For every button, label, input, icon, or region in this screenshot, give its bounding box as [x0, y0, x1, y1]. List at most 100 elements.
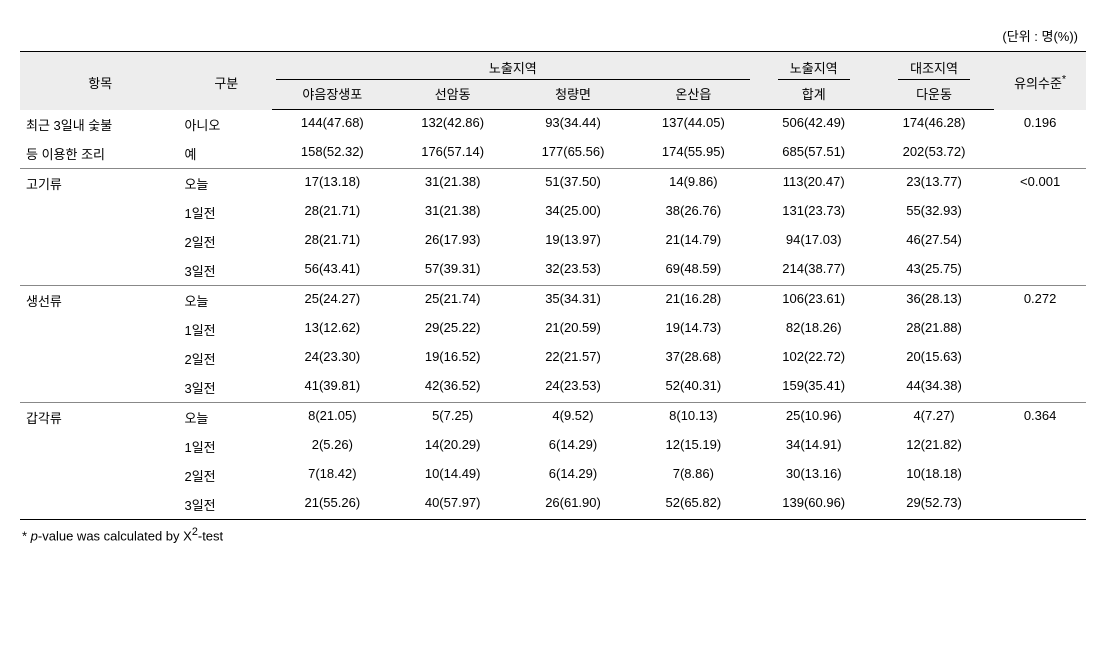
significance-cell [994, 490, 1086, 520]
value-cell: 28(21.88) [874, 315, 994, 344]
value-cell: 13(12.62) [272, 315, 392, 344]
value-cell: 34(14.91) [754, 432, 874, 461]
unit-caption: (단위 : 명(%)) [20, 20, 1086, 51]
table-header: 항목 구분 노출지역 노출지역 대조지역 유의수준* 야음장생포 선암동 청량면… [20, 52, 1086, 110]
row-group-label [20, 315, 180, 344]
data-table: 항목 구분 노출지역 노출지역 대조지역 유의수준* 야음장생포 선암동 청량면… [20, 51, 1086, 520]
row-group-label [20, 490, 180, 520]
value-cell: 174(46.28) [874, 110, 994, 139]
value-cell: 46(27.54) [874, 227, 994, 256]
value-cell: 94(17.03) [754, 227, 874, 256]
value-cell: 8(21.05) [272, 402, 392, 432]
value-cell: 19(13.97) [513, 227, 633, 256]
value-cell: 4(7.27) [874, 402, 994, 432]
row-sub-label: 1일전 [180, 315, 272, 344]
table-row: 3일전21(55.26)40(57.97)26(61.90)52(65.82)1… [20, 490, 1086, 520]
value-cell: 35(34.31) [513, 285, 633, 315]
significance-cell [994, 315, 1086, 344]
table-row: 1일전28(21.71)31(21.38)34(25.00)38(26.76)1… [20, 198, 1086, 227]
value-cell: 177(65.56) [513, 139, 633, 169]
table-row: 2일전24(23.30)19(16.52)22(21.57)37(28.68)1… [20, 344, 1086, 373]
significance-cell [994, 227, 1086, 256]
significance-cell [994, 198, 1086, 227]
table-row: 고기류오늘17(13.18)31(21.38)51(37.50)14(9.86)… [20, 168, 1086, 198]
value-cell: 25(24.27) [272, 285, 392, 315]
value-cell: 69(48.59) [633, 256, 753, 286]
significance-cell [994, 256, 1086, 286]
value-cell: 32(23.53) [513, 256, 633, 286]
value-cell: 22(21.57) [513, 344, 633, 373]
value-cell: 42(36.52) [393, 373, 513, 403]
value-cell: 34(25.00) [513, 198, 633, 227]
value-cell: 131(23.73) [754, 198, 874, 227]
row-group-label: 생선류 [20, 285, 180, 315]
row-group-label: 최근 3일내 숯불 [20, 110, 180, 139]
row-sub-label: 3일전 [180, 373, 272, 403]
table-body: 최근 3일내 숯불아니오144(47.68)132(42.86)93(34.44… [20, 110, 1086, 520]
value-cell: 106(23.61) [754, 285, 874, 315]
row-sub-label: 오늘 [180, 285, 272, 315]
value-cell: 7(8.86) [633, 461, 753, 490]
value-cell: 137(44.05) [633, 110, 753, 139]
significance-cell [994, 432, 1086, 461]
col-exposed-group: 노출지역 [272, 52, 753, 83]
value-cell: 202(53.72) [874, 139, 994, 169]
row-sub-label: 예 [180, 139, 272, 169]
significance-cell [994, 139, 1086, 169]
col-exposed-sub-2: 청량면 [513, 82, 633, 110]
value-cell: 214(38.77) [754, 256, 874, 286]
value-cell: 8(10.13) [633, 402, 753, 432]
row-group-label: 갑각류 [20, 402, 180, 432]
value-cell: 19(16.52) [393, 344, 513, 373]
value-cell: 29(52.73) [874, 490, 994, 520]
row-group-label [20, 461, 180, 490]
row-sub-label: 1일전 [180, 432, 272, 461]
table-row: 생선류오늘25(24.27)25(21.74)35(34.31)21(16.28… [20, 285, 1086, 315]
value-cell: 55(32.93) [874, 198, 994, 227]
value-cell: 41(39.81) [272, 373, 392, 403]
value-cell: 43(25.75) [874, 256, 994, 286]
value-cell: 2(5.26) [272, 432, 392, 461]
value-cell: 44(34.38) [874, 373, 994, 403]
value-cell: 14(9.86) [633, 168, 753, 198]
value-cell: 12(21.82) [874, 432, 994, 461]
col-control-top: 대조지역 [874, 52, 994, 83]
value-cell: 6(14.29) [513, 461, 633, 490]
value-cell: 144(47.68) [272, 110, 392, 139]
value-cell: 37(28.68) [633, 344, 753, 373]
value-cell: 29(25.22) [393, 315, 513, 344]
value-cell: 6(14.29) [513, 432, 633, 461]
value-cell: 52(40.31) [633, 373, 753, 403]
significance-cell: 0.364 [994, 402, 1086, 432]
value-cell: 21(20.59) [513, 315, 633, 344]
col-gubun: 구분 [180, 52, 272, 110]
footnote: * p-value was calculated by X2-test [20, 520, 1086, 549]
value-cell: 26(61.90) [513, 490, 633, 520]
significance-cell: 0.272 [994, 285, 1086, 315]
row-group-label [20, 256, 180, 286]
row-group-label: 등 이용한 조리 [20, 139, 180, 169]
value-cell: 139(60.96) [754, 490, 874, 520]
row-group-label [20, 227, 180, 256]
col-control-sub: 다운동 [874, 82, 994, 110]
row-sub-label: 2일전 [180, 461, 272, 490]
row-group-label [20, 198, 180, 227]
value-cell: 24(23.30) [272, 344, 392, 373]
significance-cell: <0.001 [994, 168, 1086, 198]
value-cell: 24(23.53) [513, 373, 633, 403]
value-cell: 56(43.41) [272, 256, 392, 286]
table-row: 최근 3일내 숯불아니오144(47.68)132(42.86)93(34.44… [20, 110, 1086, 139]
row-sub-label: 3일전 [180, 490, 272, 520]
table-row: 3일전41(39.81)42(36.52)24(23.53)52(40.31)1… [20, 373, 1086, 403]
value-cell: 102(22.72) [754, 344, 874, 373]
table-row: 3일전56(43.41)57(39.31)32(23.53)69(48.59)2… [20, 256, 1086, 286]
table-row: 등 이용한 조리예158(52.32)176(57.14)177(65.56)1… [20, 139, 1086, 169]
row-sub-label: 오늘 [180, 402, 272, 432]
col-exposed-sub-3: 온산읍 [633, 82, 753, 110]
value-cell: 25(21.74) [393, 285, 513, 315]
row-sub-label: 2일전 [180, 227, 272, 256]
value-cell: 38(26.76) [633, 198, 753, 227]
col-exposed-sub-1: 선암동 [393, 82, 513, 110]
significance-cell: 0.196 [994, 110, 1086, 139]
value-cell: 28(21.71) [272, 198, 392, 227]
